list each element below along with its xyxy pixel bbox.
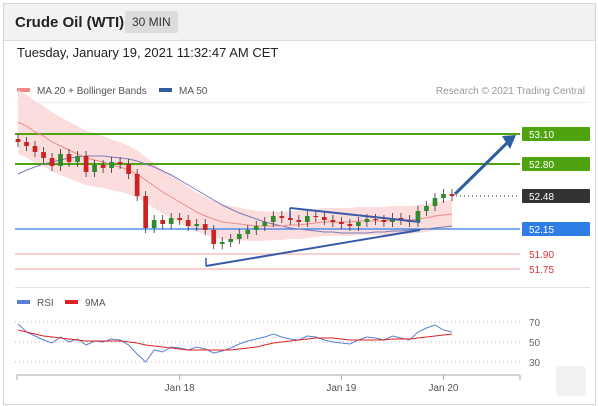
level-label-52-80-box bbox=[522, 157, 590, 171]
level-label-52-80: 52.80 bbox=[529, 160, 554, 171]
level-label-51-75: 51.75 bbox=[529, 265, 554, 276]
candle-body bbox=[41, 152, 46, 158]
candle-body bbox=[49, 158, 55, 166]
rsi-legend-label: RSI bbox=[37, 298, 54, 309]
candle-body bbox=[160, 220, 166, 224]
candle-body bbox=[75, 156, 80, 162]
candle-body bbox=[92, 165, 97, 172]
rsi-tick-70: 70 bbox=[529, 318, 541, 329]
candle-body bbox=[330, 220, 336, 222]
candle-body bbox=[100, 165, 106, 168]
candle-body bbox=[356, 222, 361, 226]
candle-body bbox=[279, 216, 285, 218]
instrument-title: Crude Oil (WTI) bbox=[15, 14, 125, 31]
ma20-legend-label: MA 20 + Bollinger Bands bbox=[37, 86, 147, 97]
candle-body bbox=[202, 224, 208, 230]
candle-body bbox=[185, 220, 191, 226]
triangle-support-line bbox=[205, 229, 421, 267]
candle-body bbox=[262, 222, 268, 226]
candle-body bbox=[151, 220, 157, 228]
candle-body bbox=[219, 242, 225, 244]
candle-body bbox=[228, 239, 234, 242]
candle-body bbox=[83, 156, 89, 172]
chart-widget: Crude Oil (WTI) 30 MIN Tuesday, January … bbox=[3, 3, 596, 405]
candle-body bbox=[134, 174, 140, 196]
time-axis: Jan 18 Jan 19 Jan 20 bbox=[16, 374, 521, 394]
level-label-53-10-box bbox=[522, 127, 590, 141]
target-arrow-shaft bbox=[453, 140, 510, 196]
candle-body bbox=[381, 220, 387, 222]
level-label-52-15-box bbox=[522, 222, 590, 236]
level-label-52-48-box bbox=[522, 189, 590, 203]
level-label-52-48: 52.48 bbox=[529, 192, 554, 203]
candle-body bbox=[270, 216, 276, 222]
candle-body bbox=[211, 230, 217, 244]
candle-body bbox=[109, 162, 114, 168]
ma50-legend-swatch bbox=[159, 88, 172, 92]
candle-body bbox=[245, 230, 251, 234]
candle-body bbox=[168, 218, 174, 224]
ma50-line bbox=[17, 155, 453, 234]
candle-body bbox=[287, 218, 293, 220]
timeframe-button[interactable]: 30 MIN bbox=[125, 11, 178, 33]
header-bar: Crude Oil (WTI) 30 MIN bbox=[4, 4, 595, 41]
target-arrow-head bbox=[502, 135, 516, 149]
ma20-legend-swatch bbox=[17, 88, 30, 92]
candle-body bbox=[296, 220, 302, 222]
rsi-ma-line bbox=[17, 329, 453, 351]
rsi-legend-swatch bbox=[17, 300, 30, 304]
candle-body bbox=[432, 198, 438, 206]
rsi-line bbox=[17, 323, 453, 363]
candle-body bbox=[441, 194, 446, 198]
corner-logo bbox=[556, 366, 586, 396]
candle-body bbox=[449, 194, 455, 196]
candle-body bbox=[339, 222, 344, 224]
candle-body bbox=[424, 206, 429, 211]
candle-body bbox=[177, 218, 183, 220]
candle-body bbox=[66, 154, 72, 162]
candle-body bbox=[253, 226, 259, 230]
candle-body bbox=[236, 234, 242, 239]
candle-body bbox=[304, 216, 310, 222]
rsi-ma-legend-label: 9MA bbox=[85, 298, 106, 309]
time-tick-label: Jan 19 bbox=[326, 383, 356, 394]
candle-body bbox=[415, 211, 421, 222]
candle-body bbox=[347, 224, 353, 226]
candle-body bbox=[322, 217, 327, 220]
candle-body bbox=[32, 146, 38, 152]
level-label-52-15: 52.15 bbox=[529, 225, 554, 236]
datetime-label: Tuesday, January 19, 2021 11:32:47 AM CE… bbox=[17, 45, 279, 60]
candle-body bbox=[194, 224, 200, 226]
time-tick-label: Jan 20 bbox=[428, 383, 458, 394]
candle-body bbox=[143, 196, 148, 228]
candle-body bbox=[58, 154, 63, 166]
level-label-53-10: 53.10 bbox=[529, 130, 554, 141]
candle-body bbox=[15, 139, 21, 142]
candle-body bbox=[373, 219, 378, 220]
rsi-ma-legend-swatch bbox=[65, 300, 78, 304]
candle-body bbox=[117, 162, 123, 164]
candle-body bbox=[126, 164, 131, 174]
candle-body bbox=[313, 216, 319, 217]
candle-body bbox=[24, 142, 29, 146]
rsi-panel: 70 50 30 bbox=[15, 318, 541, 369]
time-tick-label: Jan 18 bbox=[165, 383, 195, 394]
triangle-resistance-line bbox=[289, 207, 421, 223]
source-credit: Research © 2021 Trading Central bbox=[436, 86, 585, 97]
ma20-line bbox=[17, 121, 453, 227]
candle-body bbox=[364, 219, 370, 222]
rsi-tick-30: 30 bbox=[529, 358, 541, 369]
price-panel: 53.10 52.80 52.48 52.15 51.90 51.75 bbox=[15, 90, 590, 276]
ma50-legend-label: MA 50 bbox=[179, 86, 208, 97]
rsi-tick-50: 50 bbox=[529, 338, 541, 349]
level-label-51-90: 51.90 bbox=[529, 250, 554, 261]
